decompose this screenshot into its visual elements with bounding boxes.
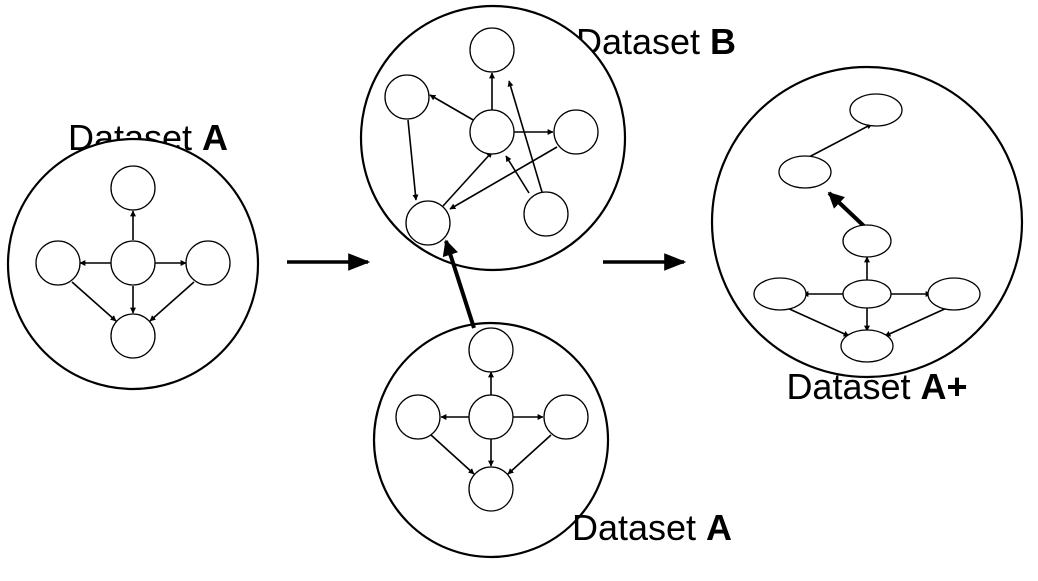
edge [429,94,476,122]
node [468,327,514,373]
node [110,165,156,211]
edge [784,306,850,337]
node [553,109,599,155]
node [384,74,430,120]
node [468,394,514,440]
node [840,329,894,363]
node [927,277,981,311]
edge [442,151,493,207]
label-dataset-a-plus: Dataset A+ [786,366,967,407]
node [842,224,892,258]
edge [808,123,873,158]
node [185,240,231,286]
edge [407,119,419,201]
cluster-dataset-b: Dataset B [359,4,736,272]
node [469,27,515,73]
edge [149,281,195,322]
node [849,93,903,127]
edge [884,306,950,337]
edge [449,146,558,210]
edge [430,434,475,475]
cluster-dataset-a-left: Dataset A [6,117,260,391]
node [842,279,892,309]
label-dataset-a-bottom: Dataset A [572,507,732,548]
node [778,155,832,189]
node [35,240,81,286]
node [753,277,807,311]
edge [505,155,530,194]
edge [507,80,543,193]
node [110,313,156,359]
node [543,394,589,440]
node [395,394,441,440]
node [110,240,156,286]
label-dataset-b: Dataset B [576,21,736,62]
node [468,466,514,512]
cluster-dataset-a-bottom: Dataset A [372,321,732,559]
edge [507,434,552,475]
bold-link-edge [442,239,476,329]
node [469,109,515,155]
bold-link-edge [827,191,868,230]
node [523,191,569,237]
node [405,200,451,246]
edge [71,281,117,322]
cluster-dataset-a-plus: Dataset A+ [710,65,1024,407]
